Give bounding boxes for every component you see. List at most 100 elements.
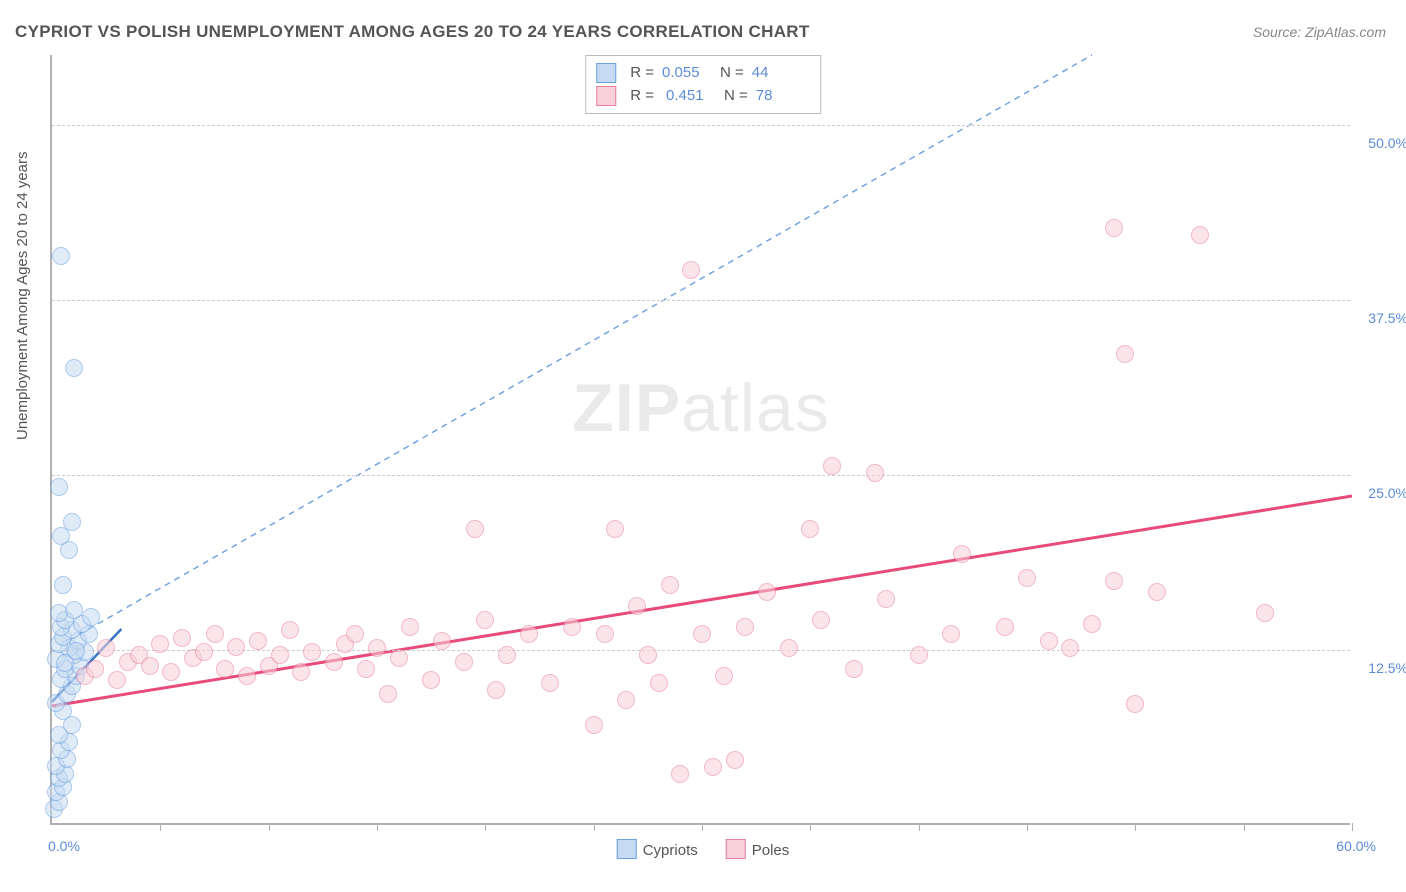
chart-container: CYPRIOT VS POLISH UNEMPLOYMENT AMONG AGE… bbox=[0, 0, 1406, 892]
point-poles bbox=[151, 635, 169, 653]
point-cypriots bbox=[67, 642, 85, 660]
point-poles bbox=[823, 457, 841, 475]
legend-item-cypriots: Cypriots bbox=[617, 839, 698, 859]
x-tick bbox=[1135, 823, 1136, 831]
y-tick-label: 12.5% bbox=[1368, 660, 1406, 676]
stats-legend: R =0.055 N =44 R =0.451 N =78 bbox=[585, 55, 821, 114]
point-poles bbox=[292, 663, 310, 681]
point-poles bbox=[910, 646, 928, 664]
point-poles bbox=[281, 621, 299, 639]
x-axis-origin-label: 0.0% bbox=[48, 838, 80, 854]
point-poles bbox=[801, 520, 819, 538]
point-poles bbox=[1126, 695, 1144, 713]
point-poles bbox=[541, 674, 559, 692]
point-cypriots bbox=[54, 576, 72, 594]
point-poles bbox=[195, 643, 213, 661]
legend-item-poles: Poles bbox=[726, 839, 790, 859]
point-poles bbox=[996, 618, 1014, 636]
swatch-poles-icon bbox=[596, 86, 616, 106]
x-tick bbox=[377, 823, 378, 831]
x-axis-max-label: 60.0% bbox=[1336, 838, 1376, 854]
point-poles bbox=[1116, 345, 1134, 363]
point-poles bbox=[650, 674, 668, 692]
point-poles bbox=[86, 660, 104, 678]
source-attribution: Source: ZipAtlas.com bbox=[1253, 24, 1386, 40]
point-poles bbox=[325, 653, 343, 671]
point-poles bbox=[671, 765, 689, 783]
y-tick-label: 25.0% bbox=[1368, 485, 1406, 501]
x-tick bbox=[269, 823, 270, 831]
point-poles bbox=[1105, 219, 1123, 237]
gridline bbox=[52, 300, 1350, 301]
point-poles bbox=[422, 671, 440, 689]
point-poles bbox=[726, 751, 744, 769]
point-poles bbox=[628, 597, 646, 615]
point-poles bbox=[249, 632, 267, 650]
point-poles bbox=[1191, 226, 1209, 244]
swatch-cypriots-icon bbox=[617, 839, 637, 859]
x-tick bbox=[485, 823, 486, 831]
point-poles bbox=[942, 625, 960, 643]
point-poles bbox=[238, 667, 256, 685]
point-poles bbox=[877, 590, 895, 608]
point-cypriots bbox=[82, 608, 100, 626]
swatch-cypriots-icon bbox=[596, 63, 616, 83]
chart-title: CYPRIOT VS POLISH UNEMPLOYMENT AMONG AGE… bbox=[15, 22, 810, 42]
point-poles bbox=[606, 520, 624, 538]
point-cypriots bbox=[63, 513, 81, 531]
point-cypriots bbox=[50, 478, 68, 496]
point-cypriots bbox=[52, 247, 70, 265]
point-poles bbox=[162, 663, 180, 681]
point-poles bbox=[639, 646, 657, 664]
point-poles bbox=[704, 758, 722, 776]
point-poles bbox=[476, 611, 494, 629]
point-poles bbox=[401, 618, 419, 636]
y-tick-label: 50.0% bbox=[1368, 135, 1406, 151]
point-poles bbox=[379, 685, 397, 703]
point-poles bbox=[433, 632, 451, 650]
point-poles bbox=[617, 691, 635, 709]
point-poles bbox=[953, 545, 971, 563]
point-poles bbox=[346, 625, 364, 643]
point-cypriots bbox=[65, 359, 83, 377]
point-poles bbox=[108, 671, 126, 689]
watermark: ZIPatlas bbox=[572, 369, 829, 447]
point-poles bbox=[1105, 572, 1123, 590]
stats-row-poles: R =0.451 N =78 bbox=[596, 85, 806, 108]
lines-layer bbox=[52, 55, 1350, 823]
x-tick bbox=[919, 823, 920, 831]
point-poles bbox=[1018, 569, 1036, 587]
x-tick bbox=[1027, 823, 1028, 831]
point-poles bbox=[498, 646, 516, 664]
point-poles bbox=[736, 618, 754, 636]
series-legend: Cypriots Poles bbox=[617, 839, 790, 859]
point-poles bbox=[845, 660, 863, 678]
x-tick bbox=[594, 823, 595, 831]
point-poles bbox=[487, 681, 505, 699]
point-poles bbox=[758, 583, 776, 601]
point-poles bbox=[585, 716, 603, 734]
x-tick bbox=[1244, 823, 1245, 831]
gridline bbox=[52, 475, 1350, 476]
point-poles bbox=[780, 639, 798, 657]
y-axis-label: Unemployment Among Ages 20 to 24 years bbox=[14, 151, 31, 440]
point-poles bbox=[368, 639, 386, 657]
point-poles bbox=[303, 643, 321, 661]
point-poles bbox=[812, 611, 830, 629]
stats-row-cypriots: R =0.055 N =44 bbox=[596, 62, 806, 85]
point-poles bbox=[1256, 604, 1274, 622]
point-poles bbox=[1083, 615, 1101, 633]
point-poles bbox=[173, 629, 191, 647]
point-poles bbox=[455, 653, 473, 671]
x-tick bbox=[160, 823, 161, 831]
x-tick bbox=[1352, 823, 1353, 831]
point-poles bbox=[271, 646, 289, 664]
point-poles bbox=[866, 464, 884, 482]
x-tick bbox=[702, 823, 703, 831]
gridline bbox=[52, 125, 1350, 126]
point-poles bbox=[661, 576, 679, 594]
point-poles bbox=[390, 649, 408, 667]
plot-area: ZIPatlas 12.5%25.0%37.5%50.0% bbox=[50, 55, 1350, 825]
point-poles bbox=[227, 638, 245, 656]
point-poles bbox=[520, 625, 538, 643]
